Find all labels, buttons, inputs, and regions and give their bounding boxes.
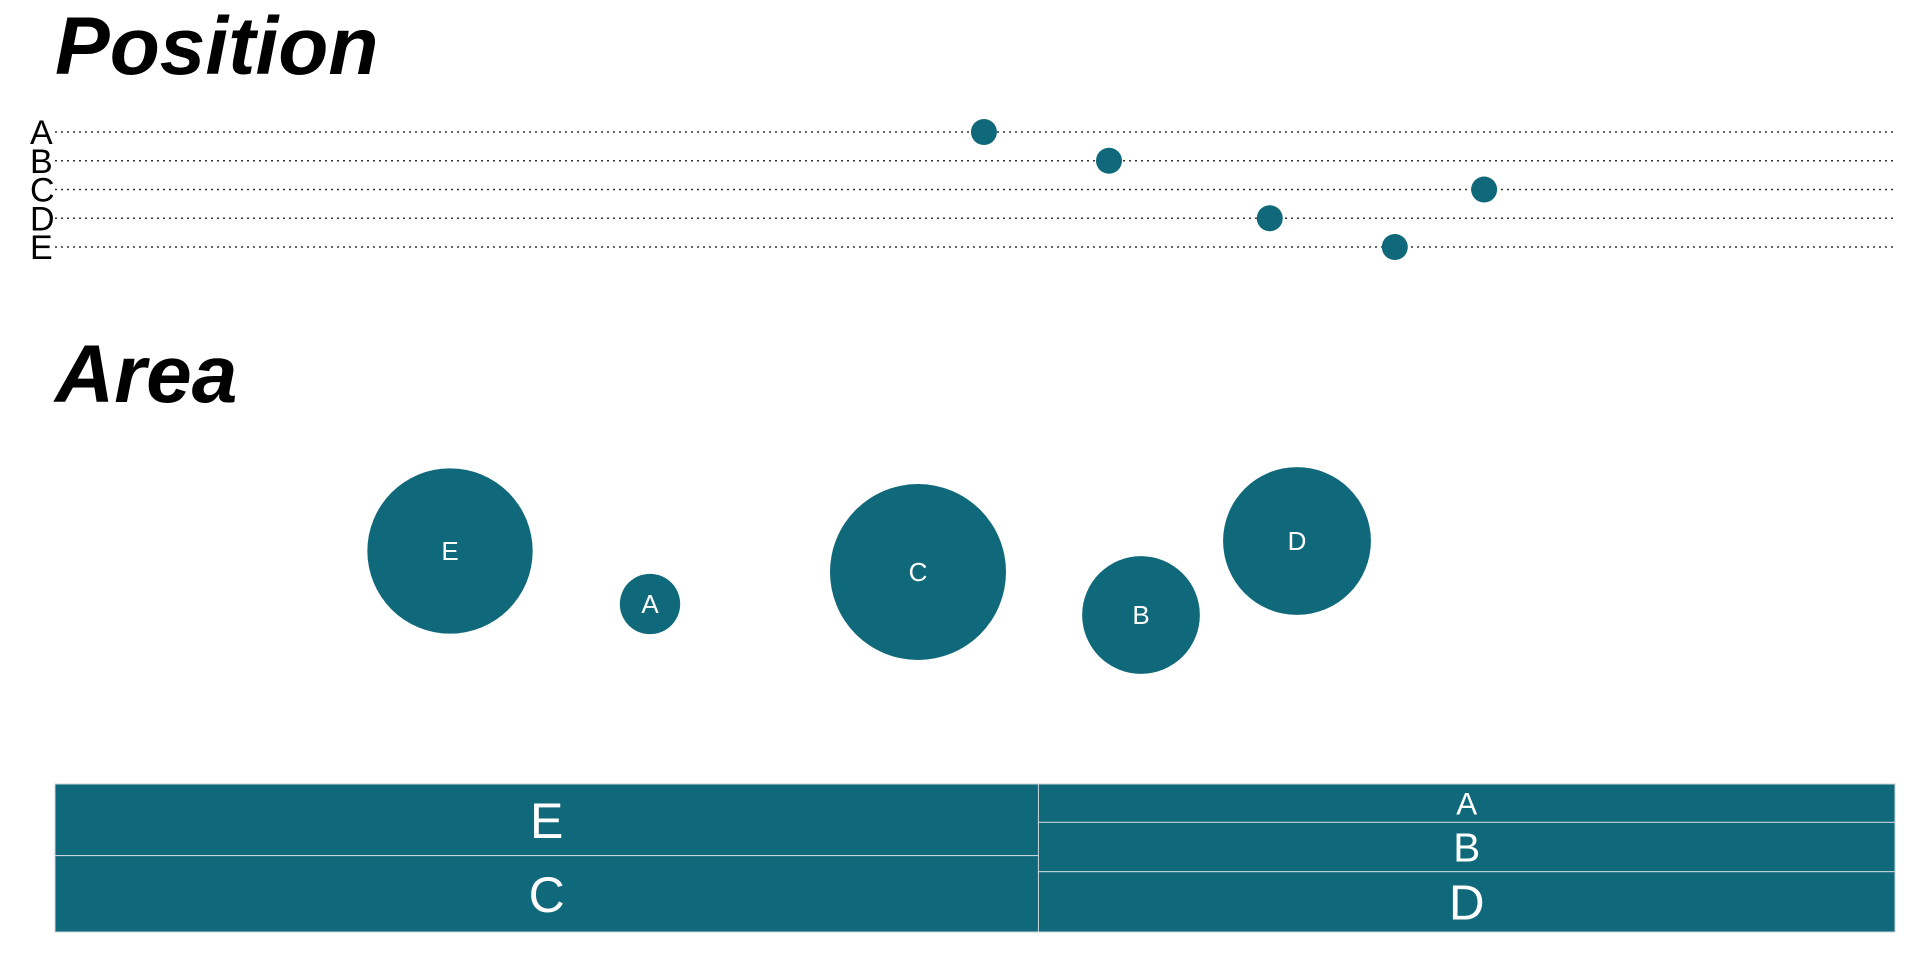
- bubble-label-d: D: [1288, 526, 1307, 556]
- row-label-e: E: [30, 229, 53, 267]
- bubble-label-b: B: [1132, 600, 1149, 630]
- position-dots: [970, 119, 1498, 260]
- position-grid: [55, 131, 1895, 248]
- position-dot-e: [1381, 234, 1408, 260]
- tile-label-e: E: [530, 793, 563, 849]
- tile-label-b: B: [1453, 825, 1480, 871]
- tile-label-d: D: [1449, 876, 1485, 931]
- bubble-c: [830, 484, 1006, 660]
- area-bubbles: E A C B D: [367, 467, 1371, 674]
- row-label-d: D: [30, 200, 55, 238]
- position-title: Position: [55, 1, 378, 92]
- bubble-label-a: A: [641, 589, 659, 619]
- position-dot-a: [970, 119, 997, 145]
- row-label-c: C: [30, 172, 55, 210]
- bubble-b: [1082, 556, 1200, 674]
- position-dot-b: [1095, 147, 1122, 174]
- bubble-label-e: E: [441, 536, 458, 566]
- treemap: EC ABD: [54, 783, 1896, 933]
- bubble-d: [1223, 467, 1371, 615]
- row-label-b: B: [30, 143, 53, 181]
- tile-label-a: A: [1456, 787, 1477, 822]
- bubble-a: [619, 573, 681, 635]
- position-dot-d: [1256, 205, 1283, 232]
- tile-a: [1037, 783, 1896, 823]
- area-title: Area: [53, 329, 237, 420]
- tile-label-c: C: [529, 867, 565, 923]
- tile-e: [54, 783, 1039, 857]
- position-dot-c: [1471, 176, 1498, 203]
- bubble-label-c: C: [909, 557, 928, 587]
- row-label-a: A: [30, 114, 53, 152]
- tile-d: [1037, 871, 1896, 933]
- tile-c: [54, 855, 1039, 933]
- bubble-e: [367, 468, 533, 634]
